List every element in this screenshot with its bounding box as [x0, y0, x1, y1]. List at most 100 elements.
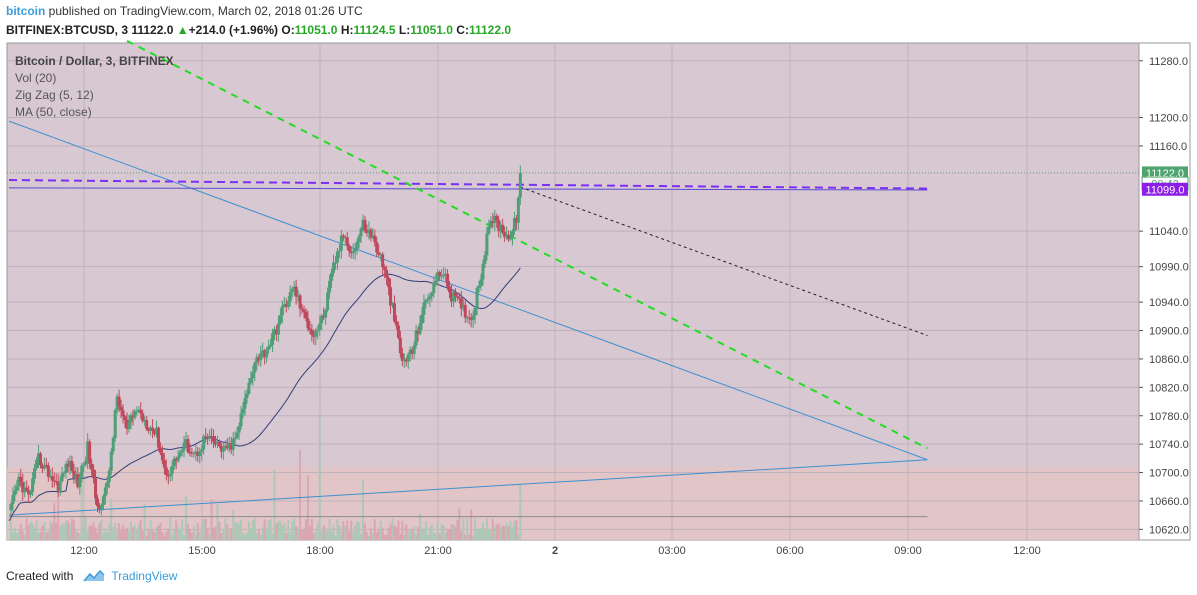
candle-body-79 — [162, 460, 166, 468]
candle-body-65 — [135, 411, 139, 413]
volume-bar-173 — [348, 531, 351, 540]
candle-body-3 — [13, 490, 17, 496]
volume-bar-195 — [391, 518, 394, 540]
candle-body-105 — [214, 441, 217, 445]
volume-bar-141 — [285, 533, 288, 540]
volume-bar-123 — [249, 527, 252, 540]
candle-body-39 — [84, 460, 88, 465]
volume-bar-101 — [206, 528, 209, 540]
volume-bar-18 — [43, 521, 46, 540]
volume-bar-113 — [230, 528, 233, 540]
volume-bar-29 — [65, 520, 68, 540]
volume-bar-21 — [49, 521, 52, 540]
volume-bar-47 — [100, 519, 103, 540]
candle-body-227 — [453, 292, 457, 296]
volume-bar-27 — [61, 523, 64, 540]
candle-body-37 — [80, 465, 84, 479]
candle-body-197 — [394, 321, 398, 326]
volume-bar-86 — [177, 525, 180, 540]
candle-body-203 — [406, 354, 410, 362]
y-tick-label-1: 11200.0 — [1149, 113, 1188, 125]
volume-bar-186 — [373, 519, 376, 540]
volume-bar-83 — [171, 534, 174, 540]
volume-bar-230 — [460, 531, 463, 540]
volume-bar-200 — [401, 520, 404, 540]
candle-body-175 — [351, 251, 355, 254]
candle-body-166 — [333, 262, 337, 264]
volume-bar-257 — [513, 521, 516, 540]
volume-bar-76 — [157, 525, 160, 540]
candle-body-135 — [273, 329, 276, 334]
volume-bar-40 — [86, 531, 89, 540]
candle-body-244 — [487, 226, 491, 234]
volume-bar-232 — [464, 534, 467, 540]
candle-body-236 — [471, 315, 475, 320]
candle-body-255 — [509, 237, 512, 240]
volume-bar-164 — [330, 531, 333, 540]
candle-body-174 — [349, 251, 353, 254]
candle-body-93 — [190, 452, 194, 454]
candle-body-248 — [495, 215, 499, 221]
volume-bar-243 — [485, 518, 488, 540]
candle-body-120 — [243, 398, 247, 409]
candle-body-12 — [31, 478, 35, 492]
candle-body-216 — [432, 282, 436, 293]
candle-body-103 — [210, 435, 214, 437]
candle-body-154 — [310, 329, 314, 335]
volume-bar-248 — [495, 524, 498, 540]
candle-body-138 — [278, 315, 282, 324]
volume-bar-82 — [169, 518, 172, 540]
candle-body-221 — [442, 275, 446, 277]
candle-body-40 — [86, 441, 90, 461]
candle-body-246 — [491, 220, 495, 224]
chart-legend: Bitcoin / Dollar, 3, BITFINEX Vol (20) Z… — [15, 53, 174, 121]
candle-body-235 — [469, 318, 473, 320]
volume-bar-135 — [273, 470, 276, 540]
candle-body-155 — [312, 334, 316, 337]
candle-body-104 — [212, 436, 216, 442]
volume-bar-84 — [173, 529, 176, 540]
price-badge-2: 11099.0 — [1146, 184, 1185, 196]
volume-bar-30 — [67, 520, 69, 540]
volume-bar-108 — [220, 532, 223, 540]
volume-bar-158 — [318, 415, 321, 540]
volume-bar-244 — [487, 529, 490, 540]
candle-body-58 — [121, 410, 125, 417]
volume-bar-56 — [118, 523, 121, 540]
volume-bar-14 — [35, 520, 38, 540]
candle-body-85 — [174, 458, 178, 462]
candle-body-10 — [27, 490, 31, 495]
volume-bar-202 — [405, 524, 408, 540]
candle-body-139 — [280, 306, 284, 316]
volume-bar-98 — [200, 524, 203, 540]
volume-bar-64 — [133, 525, 136, 540]
candle-body-224 — [448, 286, 452, 293]
candle-body-177 — [355, 241, 359, 249]
volume-bar-201 — [403, 534, 406, 540]
volume-bar-207 — [415, 533, 418, 540]
candle-body-6 — [19, 476, 23, 482]
candle-body-90 — [184, 439, 188, 443]
candle-body-100 — [204, 436, 208, 438]
candle-body-185 — [371, 235, 375, 238]
volume-bar-13 — [33, 527, 36, 540]
candle-body-70 — [145, 420, 149, 430]
candle-body-81 — [166, 475, 170, 477]
volume-bar-11 — [29, 521, 32, 540]
candle-body-214 — [428, 296, 432, 299]
candle-body-116 — [235, 432, 239, 438]
author-brand[interactable]: bitcoin — [6, 4, 46, 18]
volume-bar-19 — [45, 532, 48, 540]
tradingview-link[interactable]: TradingView — [111, 569, 178, 583]
volume-bar-138 — [279, 521, 282, 540]
volume-bar-220 — [440, 524, 443, 540]
candle-body-201 — [402, 359, 406, 361]
volume-bar-180 — [362, 480, 364, 540]
candle-body-60 — [125, 419, 129, 430]
volume-bar-72 — [149, 520, 152, 540]
candle-body-61 — [127, 422, 131, 430]
candle-body-25 — [56, 481, 60, 493]
volume-bar-131 — [265, 530, 268, 540]
volume-bar-88 — [181, 519, 184, 540]
